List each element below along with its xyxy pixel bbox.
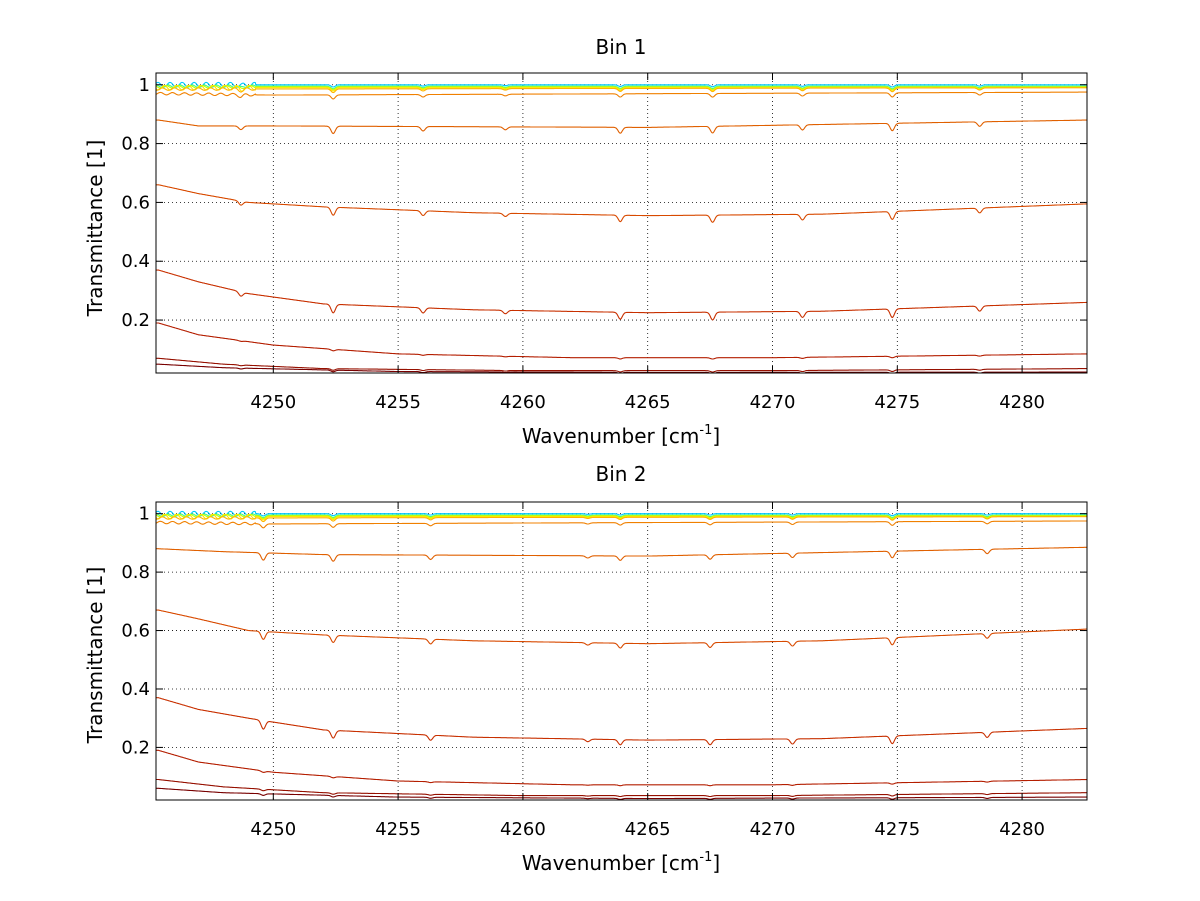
y-tick-label: 0.8 [121, 562, 150, 583]
x-tick-label: 4250 [250, 819, 296, 840]
series-line [156, 269, 1087, 321]
y-axis-label: Transmittance [1] [83, 140, 107, 318]
gridlines [156, 73, 1087, 373]
series-line [156, 85, 1087, 91]
series-line [156, 322, 1087, 360]
x-axis-label: Wavenumber [cm-1] [522, 850, 720, 875]
x-tick-label: 4265 [625, 819, 671, 840]
y-tick-label: 1 [139, 75, 150, 96]
series-line [156, 749, 1087, 787]
x-tick-label: 4255 [375, 819, 421, 840]
series-line [156, 87, 1087, 94]
x-tick-label: 4275 [874, 819, 920, 840]
series-group [156, 81, 1087, 373]
series-line [156, 513, 1087, 519]
subplot-bin-1: Bin 1 4250 4255 4260 4265 4270 4275 4280 0.2 0.4… [83, 35, 1088, 448]
y-axis-label: Transmittance [1] [83, 567, 107, 745]
y-tick-label: 0.8 [121, 134, 150, 155]
series-line [156, 787, 1087, 800]
y-tick-label: 0.6 [121, 621, 150, 642]
x-tick-label: 4255 [375, 392, 421, 413]
y-tick-label: 0.4 [121, 251, 150, 272]
y-tick-label: 0.4 [121, 679, 150, 700]
series-line [156, 520, 1087, 529]
x-tick-label: 4260 [500, 819, 546, 840]
x-tick-label: 4250 [250, 392, 296, 413]
series-line [156, 81, 1087, 88]
chart-title: Bin 1 [595, 35, 646, 59]
axes-frame [155, 72, 1088, 374]
series-line [156, 510, 1087, 517]
x-tick-label: 4260 [500, 392, 546, 413]
x-tick-label: 4270 [750, 819, 796, 840]
series-line [156, 84, 1087, 90]
series-line [156, 363, 1087, 373]
series-line [156, 778, 1087, 798]
series-line [156, 119, 1087, 135]
y-tick-label: 0.2 [121, 310, 150, 331]
y-tick-label: 0.6 [121, 192, 150, 213]
series-group [156, 510, 1087, 800]
series-line [156, 546, 1087, 562]
y-tick-label: 0.2 [121, 737, 150, 758]
x-tick-label: 4280 [999, 392, 1045, 413]
x-tick-label: 4280 [999, 819, 1045, 840]
gridlines [156, 502, 1087, 800]
x-tick-label: 4270 [750, 392, 796, 413]
tick-group: 4250 4255 4260 4265 4270 4275 4280 0.2 0.4 0.6 0.8… [121, 73, 1087, 413]
tick-group: 4250 4255 4260 4265 4270 4275 4280 0.2 0.4 0.6 0.8… [121, 502, 1087, 840]
x-axis-label: Wavenumber [cm-1] [522, 423, 720, 448]
series-line [156, 516, 1087, 523]
series-line [156, 609, 1087, 649]
x-tick-label: 4265 [625, 392, 671, 413]
subplot-bin-2: Bin 2 4250 4255 4260 4265 4270 4275 4280 0.2 0.4… [83, 462, 1088, 875]
axes-frame [155, 501, 1088, 801]
series-line [156, 91, 1087, 100]
series-line [156, 184, 1087, 223]
chart-title: Bin 2 [595, 462, 646, 486]
series-line [156, 514, 1087, 520]
x-tick-label: 4275 [874, 392, 920, 413]
y-tick-label: 1 [139, 504, 150, 525]
series-line [156, 357, 1087, 373]
series-line [156, 697, 1087, 746]
